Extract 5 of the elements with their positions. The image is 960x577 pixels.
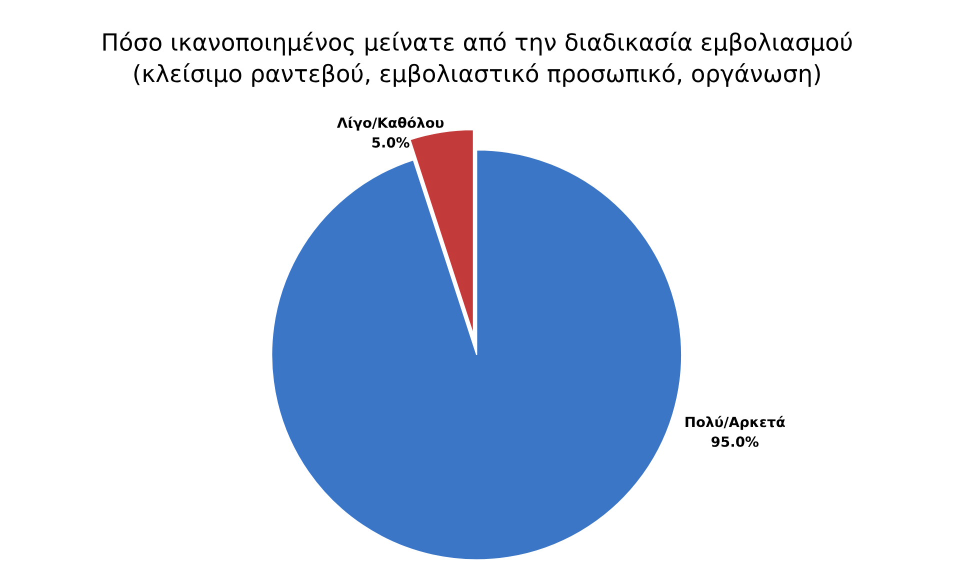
data-label: 95.0%	[712, 436, 759, 447]
chart-title: Πόσο ικανοποιημένος μείνατε από την διαδικασία εμβολιασμού (κλείσιμο ραντεβού, εμβολιαστικό προσωπικό, οργάνωση)	[103, 32, 852, 87]
slice-label: Πολύ/Αρκετά	[686, 416, 785, 430]
slice-label: Λίγο/Καθόλου	[336, 116, 444, 131]
data-label: 5.0%	[372, 137, 410, 148]
